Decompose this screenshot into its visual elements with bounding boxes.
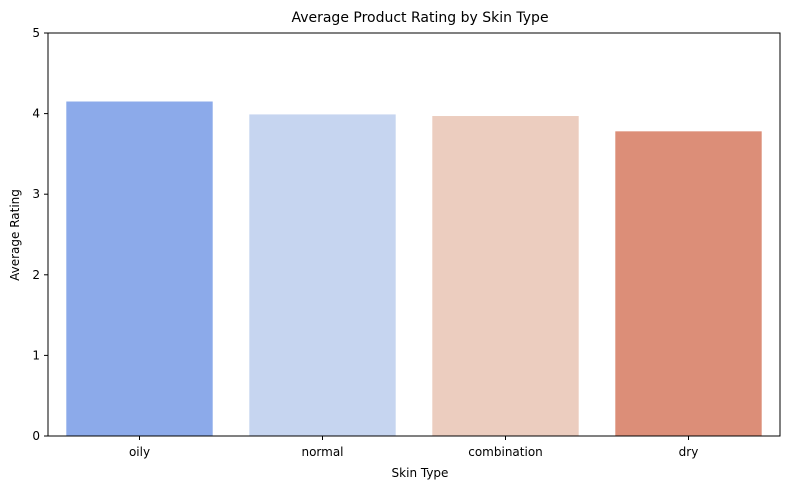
y-tick-label: 4: [32, 107, 40, 121]
x-axis-label: Skin Type: [392, 466, 449, 480]
chart-title: Average Product Rating by Skin Type: [291, 10, 548, 26]
x-tick-label: combination: [468, 445, 543, 459]
bar-oily: [66, 101, 213, 436]
x-tick-label: oily: [129, 445, 150, 459]
y-axis-label: Average Rating: [8, 189, 22, 281]
y-axis-ticks: 0 1 2 3 4 5: [32, 26, 48, 443]
bars-group: [66, 101, 762, 437]
y-tick-label: 1: [32, 348, 40, 362]
plot-frame: [47, 32, 781, 437]
bar-normal: [249, 114, 396, 436]
y-tick-label: 3: [32, 187, 40, 201]
x-axis-ticks: oily normal combination dry: [129, 436, 698, 459]
y-tick-label: 5: [32, 26, 40, 40]
x-tick-label: dry: [679, 445, 699, 459]
y-tick-label: 2: [32, 268, 40, 282]
x-tick-label: normal: [301, 445, 343, 459]
bar-dry: [615, 131, 762, 436]
bar-combination: [432, 116, 579, 437]
y-tick-label: 0: [32, 429, 40, 443]
